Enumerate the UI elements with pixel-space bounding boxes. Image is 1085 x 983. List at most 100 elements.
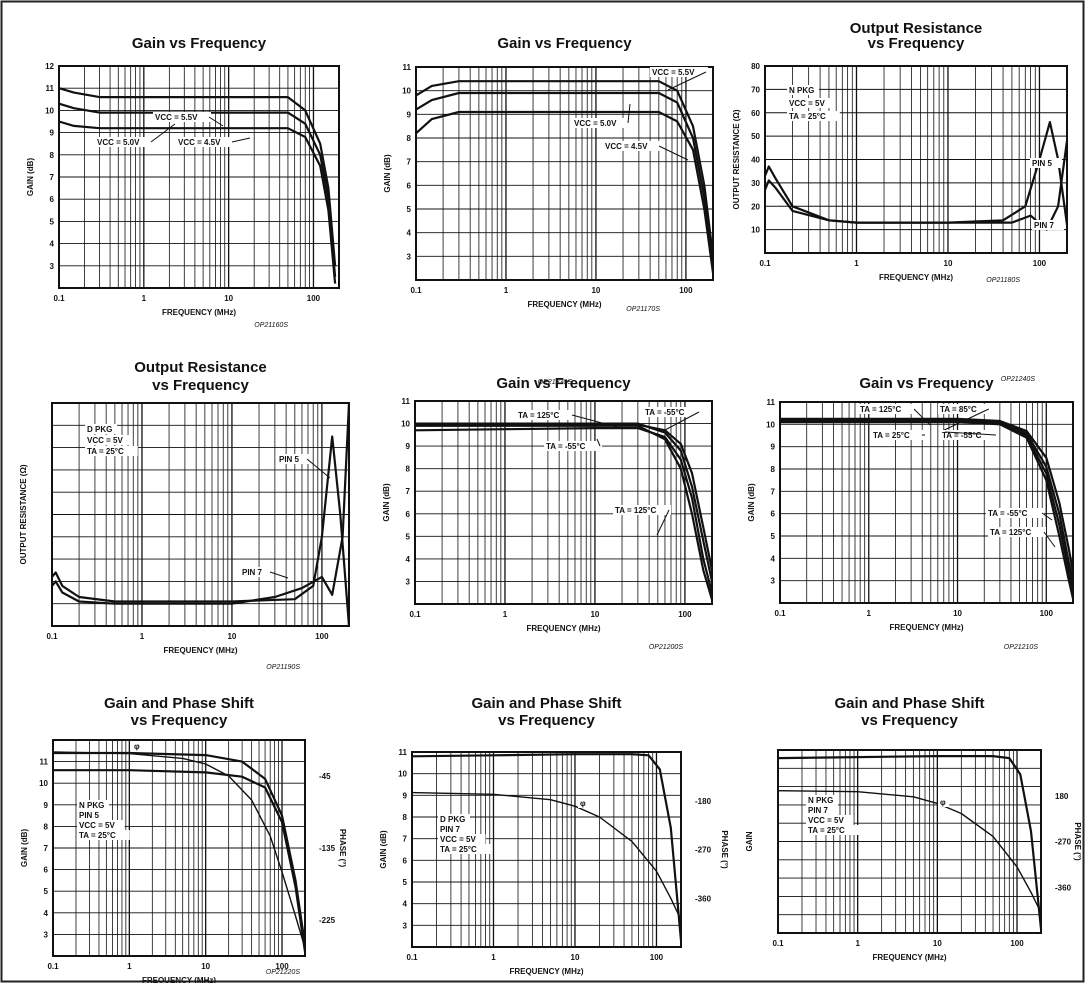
chart-title: vs Frequency: [498, 712, 595, 729]
annotation-label: PIN 7: [242, 568, 263, 577]
y-tick-label: 8: [50, 151, 55, 160]
y-tick-label: 10: [402, 87, 411, 96]
x-tick-label: 1: [142, 294, 147, 303]
chart-title: vs Frequency: [861, 712, 958, 729]
annotation-arrow: [658, 145, 689, 161]
series-line: [415, 423, 714, 571]
annotation-bg: [938, 797, 950, 807]
y-tick-label: 3: [407, 252, 412, 261]
annotation-bg: [806, 815, 854, 825]
annotation-arrow: [1041, 512, 1053, 521]
annotation-bg: [544, 441, 602, 451]
y-tick-label: 9: [403, 791, 408, 800]
annotation-label: D PKG: [87, 425, 112, 434]
y-tick-label: 11: [402, 397, 411, 406]
x-tick-label: 100: [307, 294, 321, 303]
annotation-bg: [438, 844, 491, 854]
plot-frame: [777, 749, 1042, 934]
x-tick-label: 0.1: [47, 962, 59, 971]
y-tick-label: 60: [751, 109, 760, 118]
series-line: [51, 435, 351, 627]
x-tick-label: 10: [227, 632, 236, 641]
annotation-label: N PKG: [808, 796, 833, 805]
plot-frame: [411, 751, 682, 948]
x-tick-label: 100: [1033, 259, 1047, 268]
annotation-label: TA = -55°C: [988, 509, 1028, 518]
figure-ref-id: OP21180S: [986, 277, 1020, 284]
annotation-bg: [603, 141, 661, 151]
y-tick-label: 11: [40, 758, 49, 767]
y-axis-label: GAIN (dB): [747, 483, 756, 522]
annotation-label: TA = -55°C: [942, 431, 982, 440]
chart-title: Gain vs Frequency: [132, 35, 267, 52]
y2-tick-label: 180: [1055, 792, 1069, 801]
y-tick-label: 8: [406, 465, 411, 474]
annotation-label: PIN 5: [79, 811, 100, 820]
y2-axis-label: PHASE (°): [1073, 822, 1082, 861]
annotation-bg: [938, 404, 991, 414]
y-tick-label: 5: [403, 878, 408, 887]
x-tick-label: 10: [571, 953, 580, 962]
y-tick-label: 4: [403, 900, 408, 909]
annotation-label: VCC = 5.0V: [97, 138, 140, 147]
annotation-bg: [986, 508, 1044, 518]
plot-frame: [51, 402, 350, 627]
y-tick-label: 9: [771, 443, 776, 452]
y-tick-label: 70: [751, 85, 760, 94]
y-tick-label: 6: [771, 510, 776, 519]
annotation-label: VCC = 5.0V: [574, 119, 617, 128]
annotation-arrow: [1043, 531, 1056, 548]
y-tick-label: 8: [407, 134, 412, 143]
plot-frame: [52, 739, 306, 957]
y-tick-label: 80: [751, 62, 760, 71]
y-tick-label: 10: [398, 770, 407, 779]
annotation-label: PIN 7: [808, 806, 829, 815]
x-tick-label: 0.1: [409, 610, 421, 619]
x-tick-label: 0.1: [53, 294, 65, 303]
chart-title: Output Resistance: [850, 20, 983, 37]
annotation-arrow: [208, 116, 224, 127]
x-tick-label: 1: [855, 939, 860, 948]
chart-title: Gain and Phase Shift: [471, 695, 621, 712]
annotation-arrow: [939, 408, 990, 433]
annotation-label: φ: [940, 798, 946, 807]
annotation-bg: [85, 424, 117, 434]
annotation-bg: [787, 85, 819, 95]
series-line: [58, 102, 337, 277]
y-tick-label: 40: [751, 156, 760, 165]
series-line: [414, 427, 714, 593]
y-tick-label: 3: [44, 930, 49, 939]
plot-frame: [779, 401, 1074, 604]
x-tick-label: 0.1: [774, 609, 786, 618]
annotation-bg: [787, 98, 835, 108]
annotation-bg: [806, 795, 838, 805]
annotation-bg: [643, 407, 701, 417]
y2-tick-label: -225: [319, 916, 336, 925]
y-tick-label: 11: [767, 398, 776, 407]
x-axis-label: FREQUENCY (MHz): [162, 308, 236, 317]
x-axis-label: FREQUENCY (MHz): [879, 273, 953, 282]
series-line: [780, 417, 1075, 572]
annotation-label: VCC = 5V: [789, 99, 825, 108]
annotation-label: D PKG: [440, 815, 465, 824]
annotation-arrow: [667, 71, 707, 91]
series-line: [777, 790, 1042, 914]
annotation-label: TA = 25°C: [789, 112, 826, 121]
y2-tick-label: -360: [695, 894, 712, 903]
y-tick-label: 10: [401, 420, 410, 429]
chart-title: vs Frequency: [868, 35, 965, 52]
annotation-bg: [77, 830, 130, 840]
y-tick-label: 10: [766, 420, 775, 429]
figure-ref-id: OP21240S: [1001, 376, 1036, 383]
x-tick-label: 1: [140, 632, 145, 641]
series-line: [415, 91, 715, 266]
annotation-arrow: [150, 123, 176, 143]
annotation-bg: [240, 567, 272, 577]
x-tick-label: 0.1: [406, 953, 418, 962]
annotation-label: TA = -55°C: [645, 408, 685, 417]
y-tick-label: 8: [771, 465, 776, 474]
annotation-label: TA = 125°C: [518, 411, 559, 420]
annotation-arrow: [571, 414, 618, 428]
